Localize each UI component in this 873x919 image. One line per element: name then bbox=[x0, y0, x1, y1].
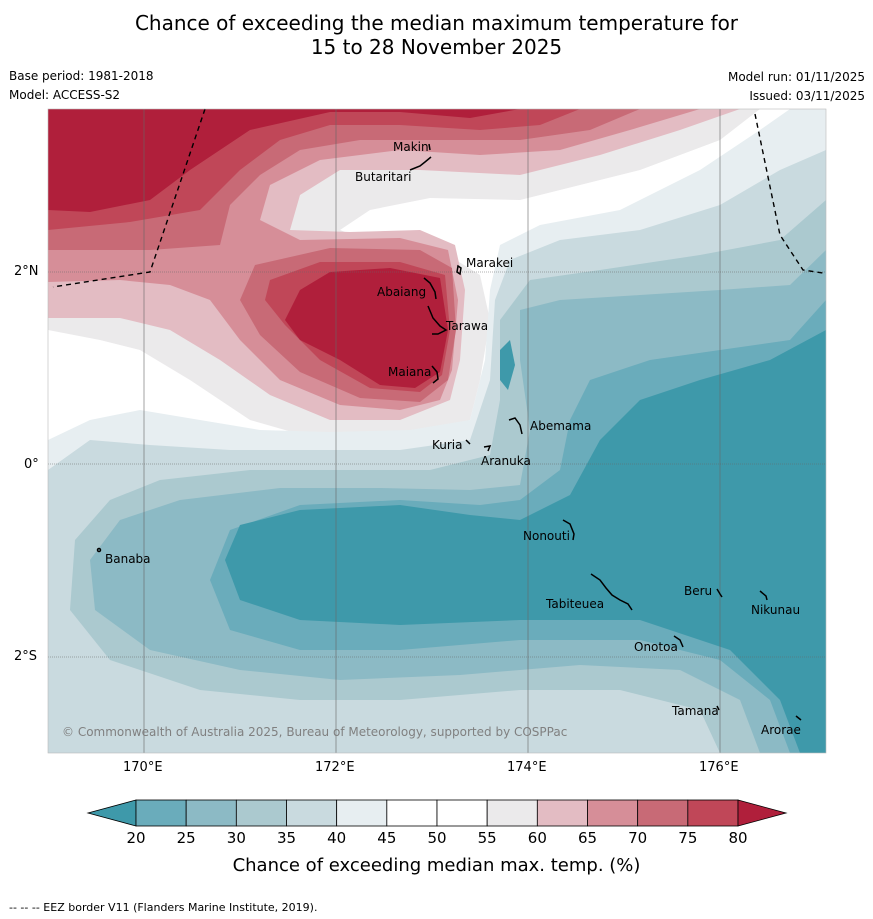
place-labels: Makin Butaritari Marakei Abaiang Tarawa … bbox=[105, 140, 801, 737]
label-arorae: Arorae bbox=[761, 723, 801, 737]
island-tamana bbox=[716, 705, 720, 711]
colorbar-segment bbox=[436, 799, 488, 827]
map-title: Chance of exceeding the median maximum t… bbox=[0, 11, 873, 59]
lon-tick-170e: 170°E bbox=[123, 760, 163, 775]
title-line-2: 15 to 28 November 2025 bbox=[310, 35, 563, 59]
title-line-1: Chance of exceeding the median maximum t… bbox=[134, 11, 739, 35]
colorbar-segment bbox=[235, 799, 287, 827]
contour-80b bbox=[285, 268, 448, 388]
colorbar-segment bbox=[637, 799, 689, 827]
colorbar-tick-label: 65 bbox=[577, 829, 598, 847]
label-tamana: Tamana bbox=[671, 704, 719, 718]
label-abaiang: Abaiang bbox=[377, 285, 426, 299]
island-onotoa bbox=[673, 635, 684, 648]
label-onotoa: Onotoa bbox=[634, 640, 678, 654]
colorbar-segment bbox=[486, 799, 538, 827]
colorbar-tick-label: 50 bbox=[427, 829, 447, 847]
lat-tick-2n: 2°N bbox=[14, 264, 39, 279]
label-tabiteuea: Tabiteuea bbox=[545, 597, 604, 611]
contour-below-20 bbox=[225, 330, 826, 753]
colorbar-tick-label: 60 bbox=[527, 829, 547, 847]
island-tabiteuea bbox=[590, 573, 633, 611]
island-banaba bbox=[96, 547, 102, 553]
lon-tick-176e: 176°E bbox=[699, 760, 739, 775]
label-marakei: Marakei bbox=[466, 256, 513, 270]
issued-date: Issued: 03/11/2025 bbox=[749, 89, 865, 103]
label-maiana: Maiana bbox=[388, 365, 431, 379]
colorbar-tick-label: 35 bbox=[276, 829, 297, 847]
copyright-notice: © Commonwealth of Australia 2025, Bureau… bbox=[62, 725, 567, 739]
island-aranuka bbox=[483, 445, 492, 452]
model-run: Model run: 01/11/2025 bbox=[727, 70, 865, 84]
meridians bbox=[143, 109, 721, 753]
colorbar-segment bbox=[185, 799, 237, 827]
colorbar-segment bbox=[386, 799, 438, 827]
label-tarawa: Tarawa bbox=[445, 319, 488, 333]
colorbar-tick-label: 55 bbox=[477, 829, 497, 847]
label-aranuka: Aranuka bbox=[481, 454, 531, 468]
colorbar-tick-label: 80 bbox=[728, 829, 748, 847]
label-kuria: Kuria bbox=[432, 438, 463, 452]
islands bbox=[96, 143, 802, 721]
base-period: Base period: 1981-2018 bbox=[9, 69, 154, 83]
colorbar-extend-low bbox=[86, 799, 137, 827]
contour-field bbox=[48, 109, 826, 753]
label-abemama: Abemama bbox=[530, 419, 591, 433]
colorbar-segment bbox=[536, 799, 588, 827]
island-abemama bbox=[508, 417, 523, 435]
colorbar-tick-label: 40 bbox=[327, 829, 347, 847]
eez-footnote: -- -- -- EEZ border V11 (Flanders Marine… bbox=[9, 901, 318, 914]
colorbar-tick-label: 20 bbox=[126, 829, 146, 847]
eez-border bbox=[52, 108, 824, 288]
colorbar-tick-label: 45 bbox=[377, 829, 397, 847]
island-maiana bbox=[431, 365, 439, 384]
island-kuria bbox=[465, 439, 471, 445]
island-nikunau bbox=[759, 590, 768, 601]
island-beru bbox=[716, 588, 723, 598]
contour-80 bbox=[48, 109, 520, 212]
colorbar-segment bbox=[587, 799, 639, 827]
colorbar-segment bbox=[687, 799, 739, 827]
colorbar-tick-label: 75 bbox=[678, 829, 698, 847]
map-frame bbox=[47, 108, 827, 754]
label-butaritari: Butaritari bbox=[355, 170, 412, 184]
colorbar-label: Chance of exceeding median max. temp. (%… bbox=[232, 855, 641, 876]
colorbar-segment bbox=[286, 799, 338, 827]
label-beru: Beru bbox=[684, 584, 712, 598]
colorbar-extend-high bbox=[737, 799, 788, 827]
label-banaba: Banaba bbox=[105, 552, 151, 566]
colorbar-tick-label: 30 bbox=[226, 829, 246, 847]
label-nonouti: Nonouti bbox=[523, 529, 570, 543]
island-arorae bbox=[795, 715, 802, 721]
island-tarawa bbox=[427, 305, 448, 335]
colorbar-segment bbox=[135, 799, 187, 827]
colorbar-tick-label: 25 bbox=[176, 829, 196, 847]
contour-below-20b bbox=[500, 340, 515, 390]
colorbar bbox=[86, 799, 788, 827]
lon-tick-174e: 174°E bbox=[507, 760, 547, 775]
colorbar-tick-label: 70 bbox=[628, 829, 648, 847]
island-abaiang bbox=[423, 277, 437, 300]
island-butaritari bbox=[409, 156, 432, 171]
colorbar-segment bbox=[336, 799, 388, 827]
graticule bbox=[48, 271, 826, 658]
island-makin bbox=[428, 143, 431, 151]
model-name: Model: ACCESS-S2 bbox=[9, 88, 121, 102]
label-makin: Makin bbox=[393, 140, 429, 154]
lat-tick-2s: 2°S bbox=[14, 649, 38, 664]
island-nonouti bbox=[562, 519, 575, 541]
island-marakei bbox=[456, 264, 462, 276]
lat-tick-0: 0° bbox=[24, 457, 39, 472]
lon-tick-172e: 172°E bbox=[315, 760, 355, 775]
label-nikunau: Nikunau bbox=[751, 603, 800, 617]
